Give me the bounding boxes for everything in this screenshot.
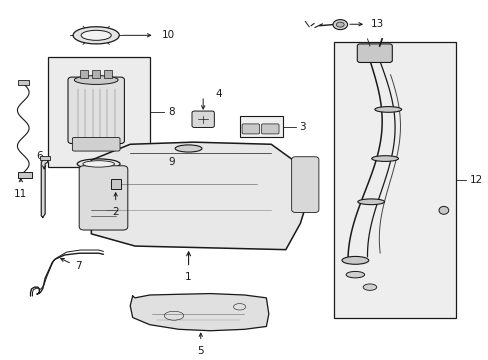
Ellipse shape (81, 30, 111, 40)
Bar (104, 70, 112, 78)
Text: 6: 6 (36, 151, 42, 161)
Text: 3: 3 (298, 122, 305, 132)
Text: 10: 10 (162, 30, 175, 40)
Text: 12: 12 (468, 175, 482, 185)
FancyBboxPatch shape (242, 124, 259, 134)
FancyBboxPatch shape (79, 166, 127, 230)
Text: 8: 8 (168, 107, 174, 117)
Bar (111, 179, 120, 189)
Polygon shape (91, 142, 305, 249)
Text: 5: 5 (197, 346, 203, 356)
FancyBboxPatch shape (291, 157, 318, 212)
Bar (334, 42, 455, 318)
Polygon shape (41, 158, 47, 217)
Ellipse shape (346, 271, 364, 278)
Ellipse shape (73, 27, 119, 44)
Ellipse shape (77, 159, 120, 169)
Text: 9: 9 (168, 157, 174, 167)
Ellipse shape (336, 22, 344, 27)
Text: 11: 11 (14, 189, 27, 199)
Text: 1: 1 (185, 272, 191, 282)
Polygon shape (130, 293, 268, 331)
Ellipse shape (357, 199, 384, 204)
Text: 7: 7 (75, 261, 82, 271)
Ellipse shape (341, 256, 368, 264)
Ellipse shape (374, 107, 401, 112)
Bar (18, 80, 29, 85)
Bar (47, 57, 149, 167)
Ellipse shape (371, 156, 398, 161)
Text: 4: 4 (215, 89, 222, 99)
FancyBboxPatch shape (68, 77, 124, 144)
Ellipse shape (438, 206, 448, 214)
Text: 2: 2 (112, 207, 119, 217)
FancyBboxPatch shape (192, 111, 214, 127)
Bar (40, 156, 49, 160)
Ellipse shape (82, 161, 114, 167)
Bar (239, 116, 283, 137)
Bar (80, 70, 88, 78)
Ellipse shape (175, 145, 202, 152)
Ellipse shape (332, 19, 347, 30)
Bar (18, 172, 31, 178)
Bar (92, 70, 100, 78)
Ellipse shape (74, 76, 118, 85)
Text: 13: 13 (370, 19, 384, 29)
Ellipse shape (363, 284, 376, 291)
FancyBboxPatch shape (357, 44, 391, 63)
FancyBboxPatch shape (261, 124, 279, 134)
FancyBboxPatch shape (72, 138, 120, 151)
